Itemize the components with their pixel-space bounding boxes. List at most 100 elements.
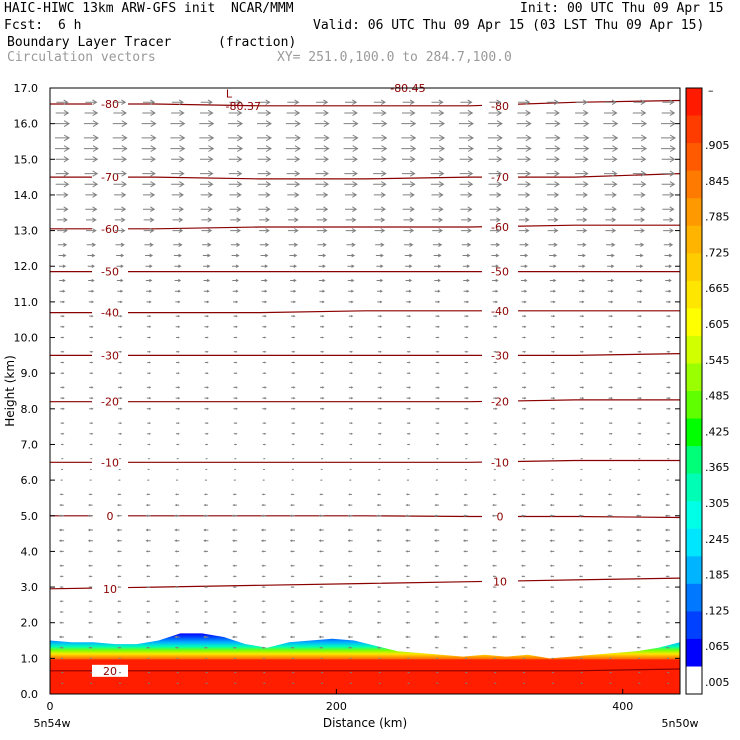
wind-vector	[147, 361, 151, 364]
wind-vector	[406, 325, 411, 329]
wind-vector	[291, 432, 296, 435]
wind-vector	[578, 646, 583, 649]
wind-vector	[405, 564, 410, 567]
wind-vector	[232, 564, 237, 567]
wind-vector	[85, 206, 98, 213]
wind-vector	[175, 325, 181, 329]
wind-vector	[407, 457, 410, 460]
wind-vector	[635, 253, 644, 258]
wind-vector	[401, 134, 417, 142]
wind-vector	[491, 253, 500, 258]
wind-vector	[345, 206, 358, 213]
wind-vector	[84, 181, 99, 188]
wind-vector	[518, 206, 531, 213]
wind-vector	[233, 372, 238, 375]
isotherm-label: 10	[103, 583, 117, 596]
colorbar-swatch	[686, 170, 702, 199]
wind-vector	[55, 181, 70, 188]
wind-vector	[607, 493, 612, 496]
wind-vector	[402, 99, 415, 106]
wind-vector	[90, 457, 93, 460]
wind-vector	[289, 528, 295, 532]
wind-vector	[549, 253, 558, 258]
wind-vector	[319, 610, 324, 614]
wind-vector	[516, 145, 532, 152]
wind-vector	[347, 503, 353, 507]
wind-vector	[117, 575, 122, 578]
vector-name: Circulation vectors	[7, 50, 156, 65]
wind-vector	[666, 325, 671, 329]
wind-vector	[118, 432, 123, 435]
colorbar-swatch	[686, 666, 702, 695]
wind-vector	[320, 314, 325, 318]
wind-vector	[607, 575, 612, 578]
y-tick-label: 12.0	[14, 260, 39, 273]
wind-vector	[347, 264, 355, 269]
wind-vector	[377, 610, 381, 614]
wind-vector	[320, 479, 323, 481]
wind-vector	[493, 479, 496, 481]
wind-vector	[546, 170, 560, 177]
wind-vector	[175, 479, 179, 481]
wind-vector	[262, 407, 267, 411]
isotherm-label: -50	[101, 266, 119, 279]
wind-vector	[608, 479, 611, 481]
wind-vector	[117, 493, 122, 496]
wind-vector	[547, 228, 559, 234]
wind-vector	[636, 264, 644, 269]
colorbar-label: .485	[705, 390, 730, 403]
wind-vector	[487, 145, 503, 152]
wind-vector	[491, 528, 497, 532]
wind-vector	[517, 109, 531, 117]
wind-vector	[347, 635, 353, 639]
wind-vector	[290, 646, 295, 649]
wind-vector	[464, 350, 469, 353]
wind-vector	[405, 575, 410, 578]
wind-vector	[663, 217, 674, 223]
wind-vector	[578, 264, 586, 269]
wind-vector	[261, 278, 268, 283]
wind-vector	[549, 278, 557, 283]
wind-vector	[201, 228, 213, 234]
wind-vector	[520, 253, 529, 258]
wind-vector	[632, 120, 648, 128]
wind-vector	[435, 372, 440, 375]
wind-vector	[234, 458, 237, 460]
wind-vector	[203, 493, 208, 496]
wind-vector	[463, 575, 468, 578]
wind-vector	[59, 278, 66, 283]
wind-vector	[632, 170, 647, 177]
wind-vector	[406, 336, 411, 339]
wind-vector	[88, 550, 93, 553]
wind-vector	[259, 228, 270, 234]
wind-vector	[175, 575, 179, 578]
colorbar-swatch	[686, 335, 702, 364]
colorbar-swatch	[686, 143, 702, 172]
wind-vector	[117, 300, 123, 304]
wind-vector	[117, 503, 122, 507]
wind-vector	[431, 99, 444, 106]
wind-vector	[320, 350, 325, 353]
wind-vector	[377, 575, 381, 578]
wind-vector	[434, 646, 439, 649]
wind-vector	[578, 550, 584, 553]
wind-vector	[142, 181, 156, 188]
wind-vector	[318, 253, 327, 258]
wind-vector	[667, 671, 670, 674]
wind-vector	[636, 528, 642, 532]
wind-vector	[146, 300, 152, 304]
wind-vector	[204, 361, 209, 364]
wind-vector	[176, 443, 180, 446]
wind-vector	[55, 156, 70, 163]
isotherm-label: -80	[101, 98, 119, 111]
wind-vector	[262, 372, 267, 375]
wind-vector	[230, 228, 241, 234]
wind-vector	[376, 635, 382, 639]
wind-vector	[119, 682, 122, 685]
colorbar-swatch	[686, 253, 702, 282]
wind-vector	[203, 550, 208, 553]
y-tick-label: 9.0	[21, 367, 39, 380]
wind-vector	[434, 550, 439, 553]
wind-vector	[320, 422, 325, 425]
